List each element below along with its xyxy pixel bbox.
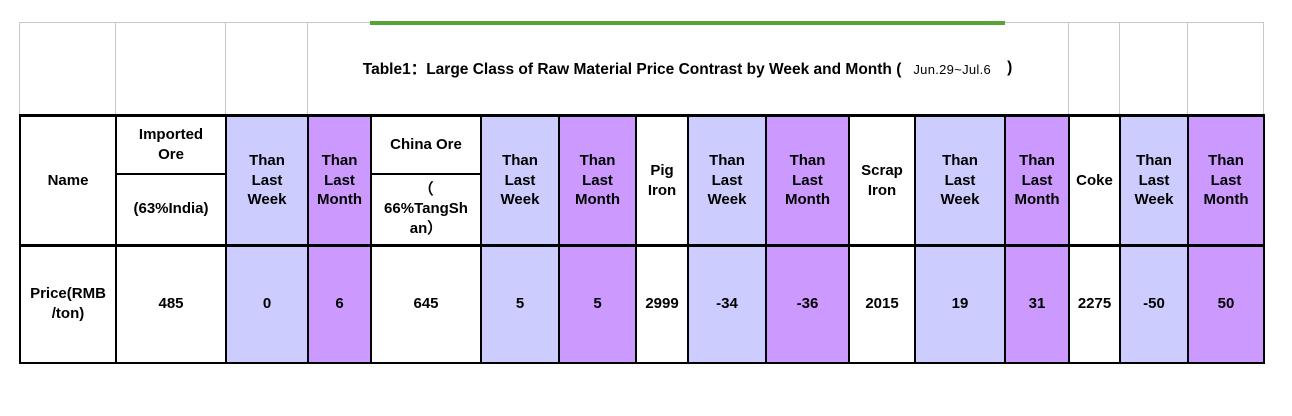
table-title-close-paren: ) [1007, 59, 1013, 76]
table-title: Table1：Large Class of Raw Material Price… [307, 23, 1068, 113]
value-pig-iron-month: -36 [765, 244, 850, 364]
price-table: Name Imported Ore Than Last Week Than La… [19, 114, 1265, 364]
grid-hairline-v6 [1119, 22, 1120, 114]
header-than-last-month-2: Than Last Month [558, 114, 637, 247]
value-china-ore-week: 5 [480, 244, 560, 364]
header-than-last-week-4: Than Last Week [914, 114, 1006, 247]
grid-hairline-v1 [19, 22, 20, 114]
value-scrap-iron-week: 19 [914, 244, 1006, 364]
table-title-date-range: Jun.29~Jul.6 [913, 61, 992, 77]
value-pig-iron-price: 2999 [635, 244, 689, 364]
value-imported-ore-price: 485 [115, 244, 227, 364]
grid-hairline-v2 [115, 22, 116, 114]
table-title-main: Table1：Large Class of Raw Material Price… [362, 61, 902, 78]
grid-hairline-v7 [1187, 22, 1188, 114]
value-china-ore-month: 5 [558, 244, 637, 364]
green-accent-line [370, 21, 1005, 25]
header-name: Name [19, 114, 117, 247]
value-scrap-iron-month: 31 [1004, 244, 1070, 364]
value-scrap-iron-price: 2015 [848, 244, 916, 364]
value-pig-iron-week: -34 [687, 244, 767, 364]
value-coke-price: 2275 [1068, 244, 1121, 364]
value-coke-month: 50 [1187, 244, 1265, 364]
header-china-ore-spec: （ 66%TangSh an） [370, 173, 482, 247]
value-coke-week: -50 [1119, 244, 1189, 364]
row-label-price: Price(RMB /ton) [19, 244, 117, 364]
header-than-last-month-1: Than Last Month [307, 114, 372, 247]
grid-hairline-v3 [225, 22, 226, 114]
value-imported-ore-month: 6 [307, 244, 372, 364]
value-china-ore-price: 645 [370, 244, 482, 364]
header-coke: Coke [1068, 114, 1121, 247]
header-scrap-iron: Scrap Iron [848, 114, 916, 247]
header-china-ore: China Ore [370, 114, 482, 175]
grid-hairline-v5 [1068, 22, 1069, 114]
header-imported-ore-spec: (63%India) [115, 173, 227, 247]
header-than-last-week-2: Than Last Week [480, 114, 560, 247]
grid-hairline-v8 [1263, 22, 1264, 114]
header-than-last-month-5: Than Last Month [1187, 114, 1265, 247]
header-imported-ore: Imported Ore [115, 114, 227, 175]
header-pig-iron: Pig Iron [635, 114, 689, 247]
header-than-last-week-3: Than Last Week [687, 114, 767, 247]
header-than-last-week-5: Than Last Week [1119, 114, 1189, 247]
value-imported-ore-week: 0 [225, 244, 309, 364]
header-than-last-week-1: Than Last Week [225, 114, 309, 247]
header-than-last-month-3: Than Last Month [765, 114, 850, 247]
header-than-last-month-4: Than Last Month [1004, 114, 1070, 247]
grid-hairline-v4 [307, 22, 308, 114]
